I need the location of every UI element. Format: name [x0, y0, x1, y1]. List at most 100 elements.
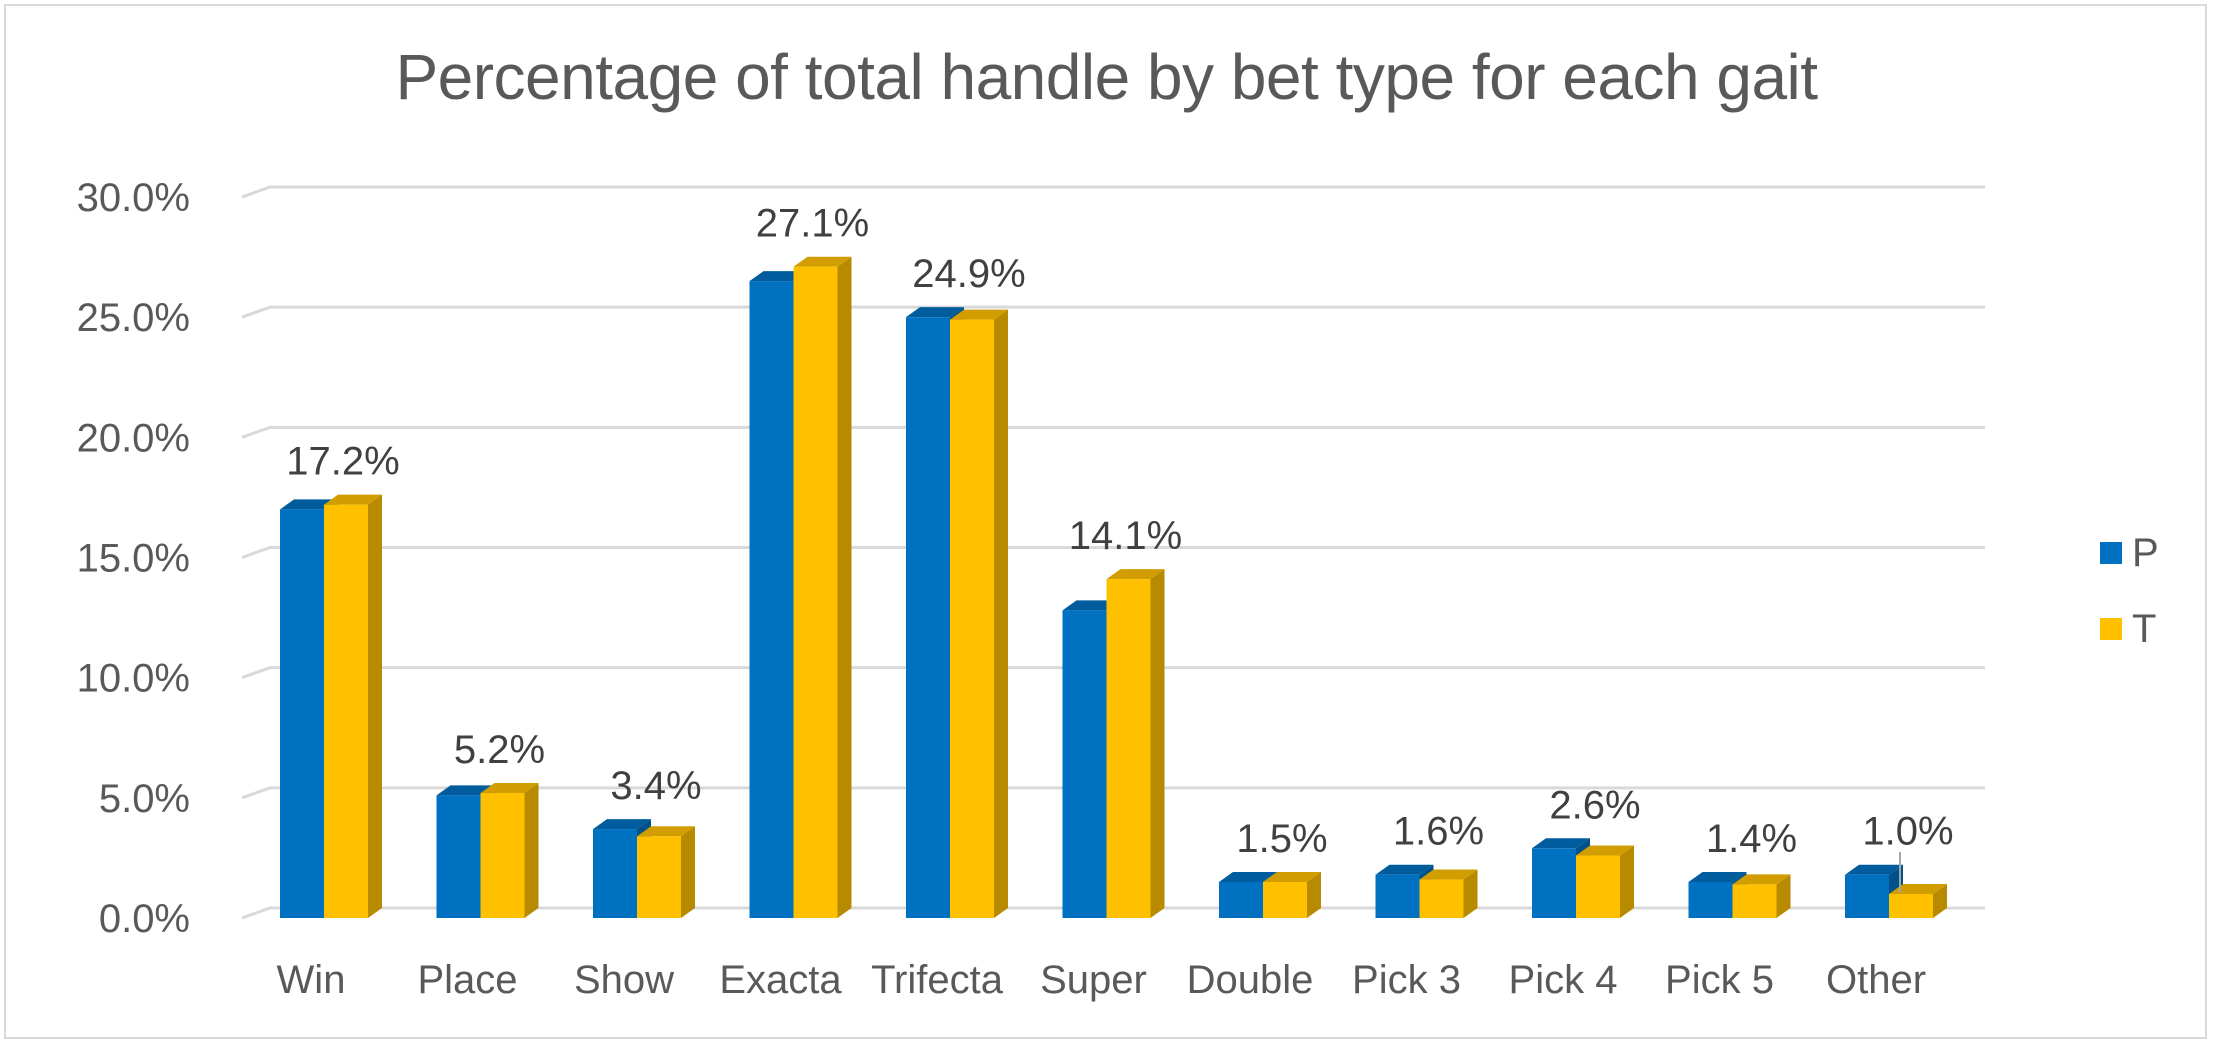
- x-tick-label: Trifecta: [871, 958, 1004, 1002]
- bars: [280, 256, 1947, 919]
- legend: P T: [2100, 515, 2159, 667]
- legend-item-t: T: [2100, 591, 2159, 667]
- legend-swatch-p: [2100, 542, 2122, 564]
- bar-t: [480, 783, 539, 918]
- bar-top: [480, 783, 539, 794]
- bar-top: [1263, 871, 1321, 882]
- y-tick-label: 5.0%: [99, 777, 190, 821]
- data-label: 1.5%: [1236, 817, 1327, 861]
- x-tick-label: Super: [1040, 958, 1147, 1002]
- bar-front: [1576, 855, 1620, 918]
- bar-top: [950, 309, 1008, 320]
- bar-top: [793, 256, 852, 267]
- bar-t: [1576, 845, 1634, 918]
- bar-front: [793, 266, 838, 918]
- bar-front: [436, 795, 481, 918]
- y-tick-label: 10.0%: [77, 657, 190, 701]
- bar-front: [906, 317, 950, 919]
- bar-top: [1375, 864, 1434, 875]
- bar-front: [1732, 884, 1777, 918]
- bar-side: [1776, 874, 1791, 918]
- bar-front: [1845, 874, 1889, 918]
- bar-t: [637, 826, 695, 918]
- x-tick-label: Exacta: [719, 958, 842, 1002]
- bar-front: [1375, 874, 1420, 918]
- bar-top: [593, 819, 651, 830]
- data-label: 3.4%: [610, 764, 701, 808]
- data-label: 1.6%: [1393, 810, 1484, 854]
- data-label: 1.4%: [1706, 817, 1797, 861]
- data-label: 14.1%: [1069, 514, 1182, 558]
- bar-t: [1732, 874, 1791, 918]
- bar-top: [324, 494, 382, 505]
- bar-top: [749, 271, 808, 282]
- bar-t: [1419, 869, 1478, 918]
- bar-top: [280, 499, 338, 510]
- legend-label-t: T: [2132, 606, 2157, 651]
- x-tick-label: Pick 4: [1509, 958, 1618, 1002]
- bar-side: [1307, 871, 1321, 918]
- bar-top: [637, 826, 695, 837]
- data-label: 5.2%: [454, 728, 545, 772]
- x-tick-label: Pick 5: [1665, 958, 1774, 1002]
- x-tick-label: Other: [1826, 958, 1926, 1002]
- x-tick-label: Pick 3: [1352, 958, 1461, 1002]
- bar-front: [480, 793, 525, 918]
- bar-top: [1062, 600, 1121, 611]
- gridline: [241, 305, 1985, 319]
- bar-t: [1889, 883, 1947, 918]
- data-label: 24.9%: [912, 252, 1025, 296]
- bar-front: [1062, 610, 1107, 918]
- bar-side: [1463, 869, 1478, 918]
- bar-top: [1106, 569, 1165, 580]
- legend-swatch-t: [2100, 618, 2122, 640]
- bar-front: [1106, 579, 1151, 918]
- bar-side: [837, 256, 852, 918]
- bar-top: [1576, 845, 1634, 856]
- bar-top: [1845, 864, 1903, 875]
- bar-side: [994, 309, 1008, 918]
- bar-side: [1150, 569, 1165, 918]
- data-label: 17.2%: [286, 440, 399, 484]
- x-tick-label: Show: [574, 958, 674, 1002]
- legend-item-p: P: [2100, 515, 2159, 591]
- data-labels: 17.2% 5.2% 3.4% 27.1% 24.9% 14.1% 1.5% 1.6% 2.6%…: [286, 202, 1954, 893]
- bar-front: [1688, 881, 1733, 918]
- bar-front: [950, 319, 994, 918]
- bar-t: [1106, 569, 1165, 918]
- bar-t: [793, 256, 852, 918]
- bar-side: [1620, 845, 1634, 918]
- bar-t: [950, 309, 1008, 918]
- bar-top: [1532, 838, 1590, 849]
- bar-t: [324, 494, 382, 918]
- x-axis: Win Place Show Exacta Trifecta Super Double Pic…: [277, 958, 1926, 1002]
- y-tick-label: 0.0%: [99, 897, 190, 941]
- bar-side: [368, 494, 382, 918]
- bar-top: [1889, 883, 1947, 894]
- y-tick-label: 30.0%: [77, 176, 190, 220]
- bar-top: [1419, 869, 1478, 880]
- x-tick-label: Place: [417, 958, 517, 1002]
- bar-front: [637, 836, 681, 918]
- gridlines: [241, 185, 1985, 920]
- x-tick-label: Win: [277, 958, 346, 1002]
- gridline: [241, 425, 1985, 439]
- data-label: 27.1%: [756, 202, 869, 246]
- y-tick-label: 15.0%: [77, 537, 190, 581]
- bar-side: [524, 783, 539, 918]
- bar-front: [1889, 893, 1933, 918]
- gridline: [241, 546, 1985, 559]
- bar-front: [1263, 881, 1307, 918]
- bar-front: [749, 281, 794, 918]
- bar-front: [1219, 881, 1263, 918]
- bar-front: [280, 509, 324, 918]
- y-axis: 0.0% 5.0% 10.0% 15.0% 20.0% 25.0% 30.0%: [77, 176, 190, 941]
- data-label: 2.6%: [1549, 783, 1640, 827]
- gridline: [241, 666, 1985, 680]
- bar-top: [1688, 871, 1747, 882]
- y-tick-label: 20.0%: [77, 416, 190, 460]
- bar-t: [1263, 871, 1321, 918]
- gridline: [241, 185, 1985, 199]
- bar-top: [436, 785, 495, 796]
